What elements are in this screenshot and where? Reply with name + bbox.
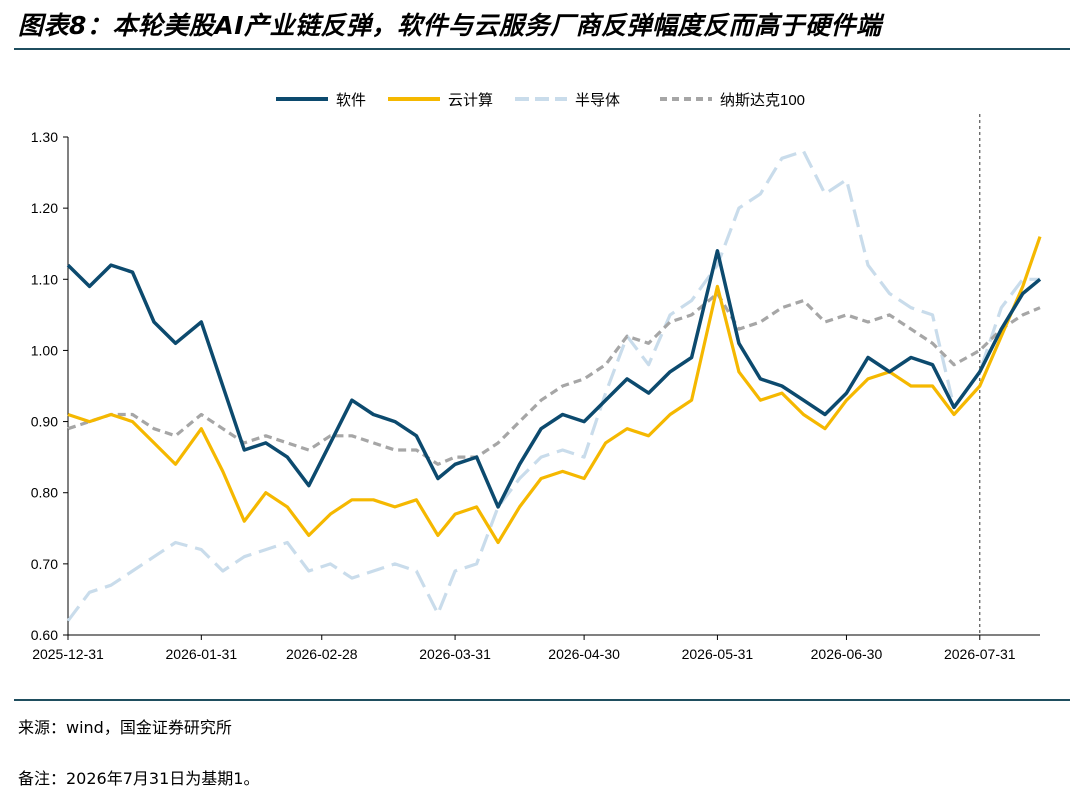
legend-label: 半导体 [575,92,620,109]
legend-label: 纳斯达克100 [720,92,805,109]
legend-label: 软件 [336,92,366,109]
x-tick-label: 2026-01-31 [166,646,238,662]
x-tick-label: 2026-07-31 [944,646,1016,662]
y-tick-label: 0.90 [31,414,58,430]
note-text: 备注：2026年7月31日为基期1。 [18,769,260,788]
series-line-1 [66,249,1042,509]
series-line-4 [67,291,1041,466]
y-tick-label: 1.00 [31,342,58,358]
x-tick-label: 2026-03-31 [419,646,491,662]
x-tick-label: 2026-02-28 [286,646,358,662]
x-tick-label: 2026-05-31 [682,646,754,662]
line-chart: 0.60 0.70 0.80 0.90 1.00 1.10 1.20 1.30 2025-12-… [31,91,1042,662]
series-line-3 [66,149,1040,622]
x-tick-label: 2025-12-31 [32,646,104,662]
source-text: 来源：wind，国金证券研究所 [18,718,232,737]
y-tick-label: 0.80 [31,485,58,501]
chart-area: 0.60 0.70 0.80 0.90 1.00 1.10 1.20 1.30 2025-12-… [0,52,1080,672]
x-tick-label: 2026-06-30 [811,646,883,662]
y-tick-label: 1.20 [31,200,58,216]
series-line-2 [67,236,1042,545]
legend-label: 云计算 [448,91,493,109]
footer-divider [14,699,1070,701]
y-tick-label: 0.60 [31,627,58,643]
y-tick-label: 1.30 [31,129,58,145]
y-tick-label: 0.70 [31,556,58,572]
figure-title: 图表8：本轮美股AI产业链反弹，软件与云服务厂商反弹幅度反而高于硬件端 [18,11,882,40]
title-divider [14,48,1070,50]
y-tick-label: 1.10 [31,271,58,287]
x-tick-label: 2026-04-30 [548,646,620,662]
